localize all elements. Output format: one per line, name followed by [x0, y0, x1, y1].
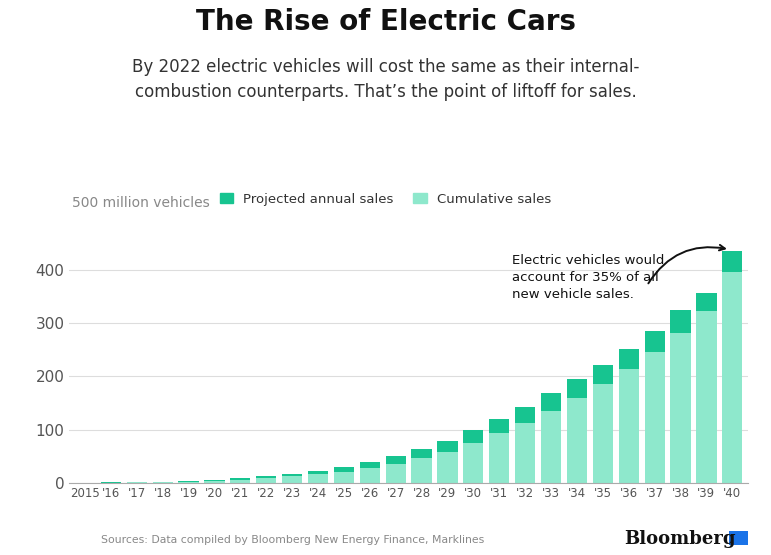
- Bar: [618, 370, 639, 483]
- Bar: [282, 474, 302, 476]
- Bar: [593, 365, 613, 384]
- Bar: [618, 349, 639, 370]
- Text: Bloomberg: Bloomberg: [625, 531, 736, 548]
- Bar: [204, 480, 224, 481]
- Bar: [360, 462, 380, 468]
- Bar: [722, 273, 742, 483]
- Text: 500 million vehicles: 500 million vehicles: [72, 196, 210, 210]
- Text: The Rise of Electric Cars: The Rise of Electric Cars: [196, 8, 575, 36]
- Bar: [489, 433, 510, 483]
- Bar: [412, 458, 432, 483]
- Text: Sources: Data compiled by Bloomberg New Energy Finance, Marklines: Sources: Data compiled by Bloomberg New …: [101, 535, 485, 545]
- Bar: [308, 475, 328, 483]
- Bar: [282, 476, 302, 483]
- Bar: [360, 468, 380, 483]
- Bar: [567, 379, 587, 397]
- Legend: Projected annual sales, Cumulative sales: Projected annual sales, Cumulative sales: [220, 193, 551, 205]
- Bar: [515, 423, 535, 483]
- Bar: [541, 411, 561, 483]
- Bar: [722, 251, 742, 273]
- Bar: [437, 441, 457, 452]
- Bar: [463, 430, 483, 443]
- Bar: [308, 471, 328, 475]
- Bar: [153, 482, 173, 483]
- Bar: [645, 331, 665, 352]
- Text: By 2022 electric vehicles will cost the same as their internal-
combustion count: By 2022 electric vehicles will cost the …: [132, 58, 639, 101]
- Bar: [334, 467, 354, 472]
- Bar: [231, 478, 251, 480]
- Bar: [593, 384, 613, 483]
- Bar: [515, 407, 535, 423]
- Bar: [671, 332, 691, 483]
- Bar: [204, 481, 224, 483]
- Bar: [463, 443, 483, 483]
- Bar: [412, 449, 432, 458]
- Bar: [386, 463, 406, 483]
- Bar: [567, 397, 587, 483]
- Bar: [256, 478, 276, 483]
- Bar: [696, 292, 716, 311]
- Bar: [256, 476, 276, 478]
- Bar: [231, 480, 251, 483]
- Bar: [671, 310, 691, 332]
- Bar: [645, 352, 665, 483]
- Bar: [489, 419, 510, 433]
- Bar: [696, 311, 716, 483]
- Bar: [178, 482, 199, 483]
- Bar: [386, 456, 406, 463]
- Bar: [437, 452, 457, 483]
- Text: Electric vehicles would
account for 35% of all
new vehicle sales.: Electric vehicles would account for 35% …: [512, 254, 665, 301]
- Bar: [334, 472, 354, 483]
- Bar: [541, 393, 561, 411]
